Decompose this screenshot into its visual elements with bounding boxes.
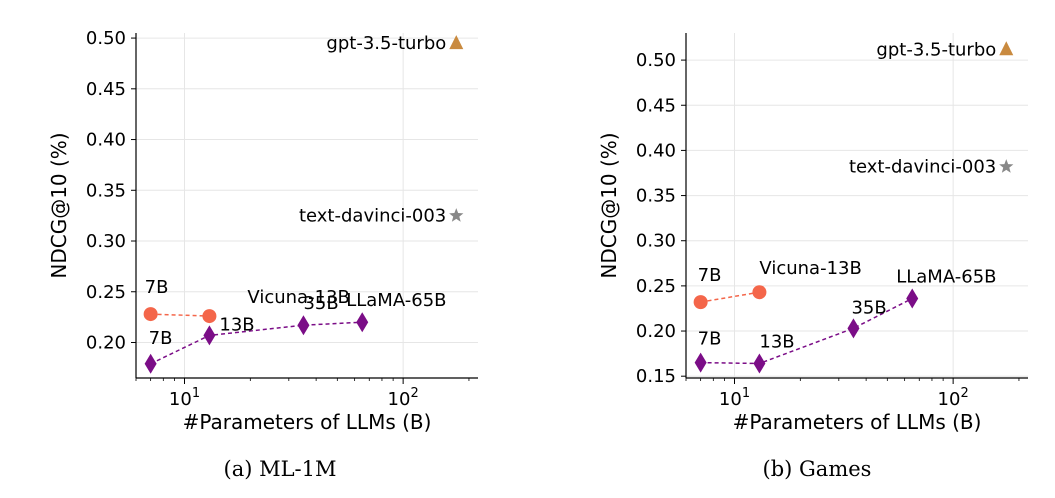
x-tick-base: 10 xyxy=(719,389,742,410)
diamond-marker xyxy=(356,312,369,333)
y-tick-label: 0.40 xyxy=(86,130,126,151)
star-marker xyxy=(999,159,1014,173)
y-tick-label: 0.45 xyxy=(636,95,676,116)
x-tick-base: 10 xyxy=(938,389,961,410)
series-triangle: gpt-3.5-turbo xyxy=(876,39,1014,60)
series-star: text-davinci-003 xyxy=(299,206,464,227)
series-circle: 7B Vicuna-13B xyxy=(143,277,350,324)
diamond-marker xyxy=(694,352,707,373)
point-label: 13B xyxy=(759,332,794,353)
point-label: gpt-3.5-turbo xyxy=(876,39,996,60)
panel-caption: (b) Games xyxy=(763,457,872,481)
triangle-marker xyxy=(999,41,1014,56)
y-axis-label: NDCG@10 (%) xyxy=(597,132,621,278)
diamond-marker xyxy=(297,315,310,336)
series-line xyxy=(700,291,760,303)
diamond-marker xyxy=(144,353,157,374)
y-tick-label: 0.25 xyxy=(636,276,676,297)
series-line xyxy=(150,321,363,365)
x-axis-label: #Parameters of LLMs (B) xyxy=(183,410,432,434)
series-star: text-davinci-003 xyxy=(849,157,1014,178)
y-tick-label: 0.50 xyxy=(636,50,676,71)
point-label: 35B xyxy=(303,293,338,314)
series-line xyxy=(150,313,210,317)
circle-marker xyxy=(143,307,158,322)
y-tick-label: 0.30 xyxy=(636,231,676,252)
y-tick-label: 0.35 xyxy=(636,186,676,207)
point-label: 7B xyxy=(145,277,169,298)
x-tick-label: 101 xyxy=(169,386,200,410)
point-label: Vicuna-13B xyxy=(247,287,349,308)
y-axis-label: NDCG@10 (%) xyxy=(47,132,71,278)
panel-caption: (a) ML-1M xyxy=(224,457,337,481)
point-label: gpt-3.5-turbo xyxy=(326,33,446,54)
x-tick-exponent: 2 xyxy=(410,386,418,401)
y-tick-label: 0.20 xyxy=(636,321,676,342)
x-tick-exponent: 1 xyxy=(192,386,200,401)
diamond-marker xyxy=(847,318,860,339)
x-tick-exponent: 2 xyxy=(960,386,968,401)
series-diamond: 7B 13B 35B LLaMA-65B xyxy=(144,290,447,374)
point-label: 35B xyxy=(851,297,886,318)
point-label: 7B xyxy=(698,329,722,350)
series-diamond: 7B 13B 35B LLaMA-65B xyxy=(694,267,997,374)
diamond-marker xyxy=(203,325,216,346)
x-tick-label: 102 xyxy=(388,386,419,410)
series-line xyxy=(700,297,913,365)
circle-marker xyxy=(752,285,767,300)
y-tick-label: 0.30 xyxy=(86,231,126,252)
point-label: LLaMA-65B xyxy=(896,267,996,288)
x-tick-label: 101 xyxy=(719,386,750,410)
x-tick-base: 10 xyxy=(169,389,192,410)
diamond-marker xyxy=(753,353,766,374)
triangle-marker xyxy=(449,35,464,50)
point-label: text-davinci-003 xyxy=(849,157,996,178)
circle-marker xyxy=(202,309,217,324)
x-tick-base: 10 xyxy=(388,389,411,410)
point-label: text-davinci-003 xyxy=(299,206,446,227)
diamond-marker xyxy=(906,288,919,309)
x-tick-label: 102 xyxy=(938,386,969,410)
x-tick-exponent: 1 xyxy=(742,386,750,401)
x-axis-label: #Parameters of LLMs (B) xyxy=(733,410,982,434)
point-label: 13B xyxy=(219,314,254,335)
point-label: 7B xyxy=(698,265,722,286)
series-circle: 7B Vicuna-13B xyxy=(693,258,862,310)
y-tick-label: 0.40 xyxy=(636,140,676,161)
y-tick-label: 0.45 xyxy=(86,79,126,100)
series-triangle: gpt-3.5-turbo xyxy=(326,33,464,54)
star-marker xyxy=(449,208,464,222)
y-tick-label: 0.50 xyxy=(86,28,126,49)
point-label: LLaMA-65B xyxy=(346,290,446,311)
circle-marker xyxy=(693,295,708,310)
y-tick-label: 0.25 xyxy=(86,282,126,303)
y-tick-label: 0.15 xyxy=(636,366,676,387)
y-tick-label: 0.20 xyxy=(86,332,126,353)
point-label: Vicuna-13B xyxy=(759,258,861,279)
point-label: 7B xyxy=(149,328,173,349)
y-tick-label: 0.35 xyxy=(86,180,126,201)
